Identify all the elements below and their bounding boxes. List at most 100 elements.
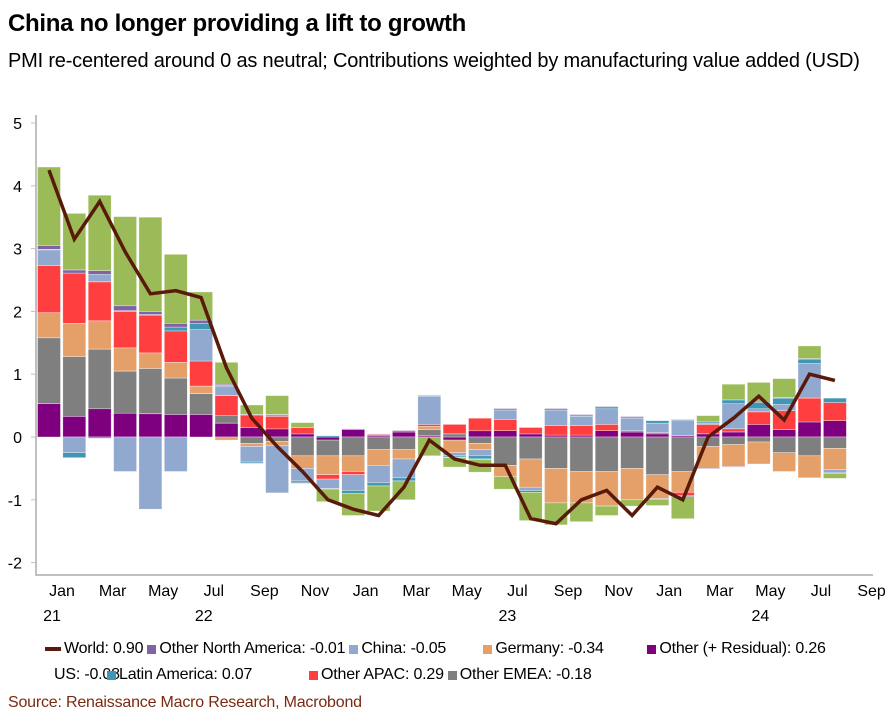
bar-segment-other-north-america (37, 245, 61, 250)
bar-segment-germany (164, 361, 188, 379)
bar-segment-other-north-america (569, 414, 594, 416)
bar-segment-other-residual- (594, 430, 619, 438)
bar-segment-other-north-america (62, 269, 87, 274)
bar-segment-other-north-america (87, 270, 112, 275)
legend-item-us: US: -0.08 (51, 666, 120, 684)
bar-segment-us (87, 194, 112, 271)
legend-label: China: -0.05 (361, 640, 447, 657)
bar-segment-china (417, 395, 442, 425)
bar-segment-other-emea (341, 436, 366, 457)
bar-segment-us (823, 473, 847, 479)
bar-segment-other-north-america (341, 428, 366, 430)
legend-swatch (45, 647, 61, 651)
bar-segment-other-residual- (620, 431, 644, 438)
bar-segment-other-apac (797, 397, 822, 423)
bar-segment-other-emea (442, 433, 467, 438)
bar-segment-us (594, 505, 619, 516)
bar-segment-other-apac (823, 402, 847, 422)
bar-segment-other-residual- (87, 408, 112, 438)
x-tick-label: May (452, 583, 482, 600)
legend-item-latin-america: Latin America: 0.07 (107, 666, 305, 684)
bar-segment-latin-america (797, 358, 822, 364)
x-tick-label: Mar (99, 583, 127, 600)
legend-label: Other EMEA: -0.18 (459, 666, 592, 683)
bar-segment-other-emea (316, 439, 340, 457)
bar-segment-other-residual- (113, 412, 137, 438)
bar-segment-other-north-america (366, 433, 391, 435)
bar-segment-germany (189, 385, 213, 394)
bar-segment-other-emea (797, 436, 822, 457)
bar-segment-other-residual- (468, 430, 492, 438)
bar-segment-other-apac (518, 427, 543, 435)
bar-segment-china (37, 249, 61, 266)
bar-segment-other-emea (569, 436, 594, 472)
bar-segment-us (645, 498, 670, 506)
bar-segment-china (341, 474, 366, 491)
x-tick-label: Jan (353, 583, 379, 600)
bar-segment-germany (721, 444, 746, 467)
bars-layer (37, 166, 847, 526)
bar-segment-latin-america (670, 419, 695, 421)
bar-segment-us (772, 378, 797, 398)
legend-row: US: -0.08 Latin America: 0.07 Other APAC: … (45, 662, 885, 688)
bar-segment-other-emea (594, 436, 619, 472)
y-tick-label: 4 (13, 179, 22, 196)
bar-segment-germany (87, 320, 112, 350)
bar-segment-china (645, 422, 670, 433)
bar-segment-latin-america (366, 482, 391, 487)
bar-segment-latin-america (645, 420, 670, 424)
bar-segment-other-emea (113, 370, 137, 414)
bar-segment-other-north-america (392, 429, 416, 432)
bar-segment-other-residual- (721, 431, 746, 438)
bar-segment-china (189, 329, 213, 362)
x-tick-label: Sep (857, 583, 886, 600)
legend-swatch (447, 670, 457, 680)
bar-segment-other-emea (823, 436, 847, 449)
bar-segment-latin-america (468, 455, 492, 460)
bar-segment-latin-america (594, 406, 619, 410)
bar-segment-other-emea (518, 436, 543, 460)
bar-segment-germany (797, 455, 822, 479)
bar-segment-china (823, 469, 847, 474)
bar-segment-other-residual- (189, 414, 213, 438)
bar-segment-other-emea (240, 436, 264, 444)
bar-segment-other-apac (87, 281, 112, 322)
bar-segment-germany (620, 468, 644, 501)
bar-segment-germany (341, 455, 366, 472)
legend-item-world: World: 0.90 (45, 640, 144, 658)
y-tick-label: 3 (13, 242, 22, 259)
bar-segment-china (62, 436, 87, 453)
bar-segment-china (797, 363, 822, 399)
chart-title: China no longer providing a lift to grow… (8, 10, 467, 37)
bar-segment-other-apac (265, 415, 289, 430)
x-tick-label: Nov (604, 583, 632, 600)
bar-segment-latin-america (87, 436, 112, 439)
bar-segment-other-north-america (594, 405, 619, 408)
x-tick-label: May (755, 583, 785, 600)
bar-segment-other-residual- (37, 403, 61, 438)
bar-segment-china (87, 274, 112, 283)
line-layer (47, 169, 836, 526)
bar-segment-other-apac (746, 411, 771, 425)
x-tick-label: Jul (811, 583, 831, 600)
bar-segment-china (493, 409, 518, 420)
y-tick-label: 5 (13, 116, 22, 133)
bar-segment-latin-america (721, 399, 746, 404)
bar-segment-germany (113, 347, 137, 372)
bar-segment-other-north-america (113, 305, 137, 311)
bar-segment-china (316, 478, 340, 489)
bar-segment-china (620, 417, 644, 432)
y-tick-label: 2 (13, 304, 22, 321)
bar-segment-other-apac (569, 425, 594, 436)
bar-segment-other-emea (772, 436, 797, 453)
bar-segment-other-apac (189, 360, 213, 387)
bar-segment-china (468, 449, 492, 457)
bar-segment-other-north-america (620, 415, 644, 418)
world-line (47, 169, 836, 526)
bar-segment-other-apac (214, 395, 239, 417)
bar-segment-germany (37, 312, 61, 339)
legend-label: US: -0.08 (54, 666, 120, 683)
x-tick-label: Jul (204, 583, 224, 600)
bar-segment-other-residual- (341, 429, 366, 438)
